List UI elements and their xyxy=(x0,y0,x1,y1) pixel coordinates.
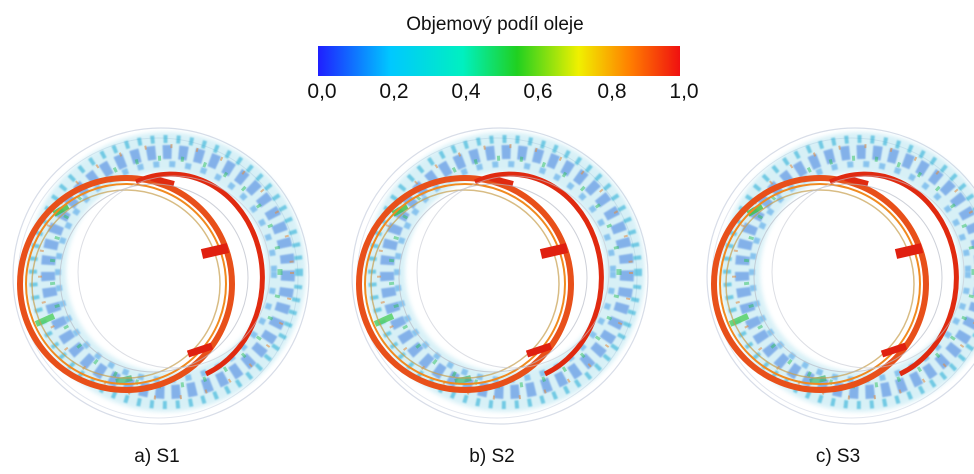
colorbar-gradient xyxy=(318,46,680,76)
ring-image-s3 xyxy=(700,126,974,426)
ring-image-s1 xyxy=(6,126,316,426)
caption-s3: c) S3 xyxy=(815,446,861,467)
colorbar-tick-3: 0,6 xyxy=(523,80,553,103)
colorbar-tick-0: 0,0 xyxy=(307,80,337,103)
colorbar xyxy=(318,46,680,76)
colorbar-tick-4: 0,8 xyxy=(597,80,627,103)
caption-s1: a) S1 xyxy=(134,446,180,467)
colorbar-tick-1: 0,2 xyxy=(379,80,409,103)
ring-image-s2 xyxy=(345,126,655,426)
caption-s2: b) S2 xyxy=(469,446,515,467)
colorbar-tick-5: 1,0 xyxy=(669,80,699,103)
colorbar-title: Objemový podíl oleje xyxy=(406,14,584,35)
colorbar-tick-2: 0,4 xyxy=(451,80,481,103)
